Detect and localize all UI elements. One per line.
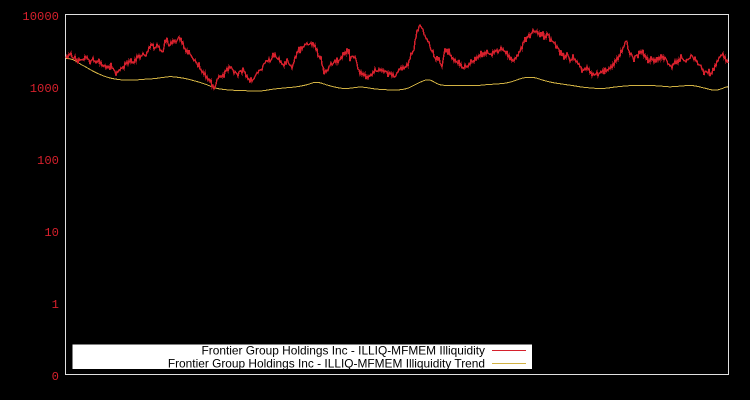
svg-text:10000: 10000 xyxy=(22,10,59,24)
svg-text:Frontier Group Holdings Inc -: Frontier Group Holdings Inc - ILLIQ-MFME… xyxy=(168,357,485,371)
svg-text:Frontier Group Holdings Inc -: Frontier Group Holdings Inc - ILLIQ-MFME… xyxy=(202,344,486,358)
svg-text:0: 0 xyxy=(52,370,59,384)
svg-text:1: 1 xyxy=(52,298,59,312)
svg-text:100: 100 xyxy=(37,154,59,168)
svg-text:10: 10 xyxy=(44,226,59,240)
svg-text:1000: 1000 xyxy=(30,82,59,96)
